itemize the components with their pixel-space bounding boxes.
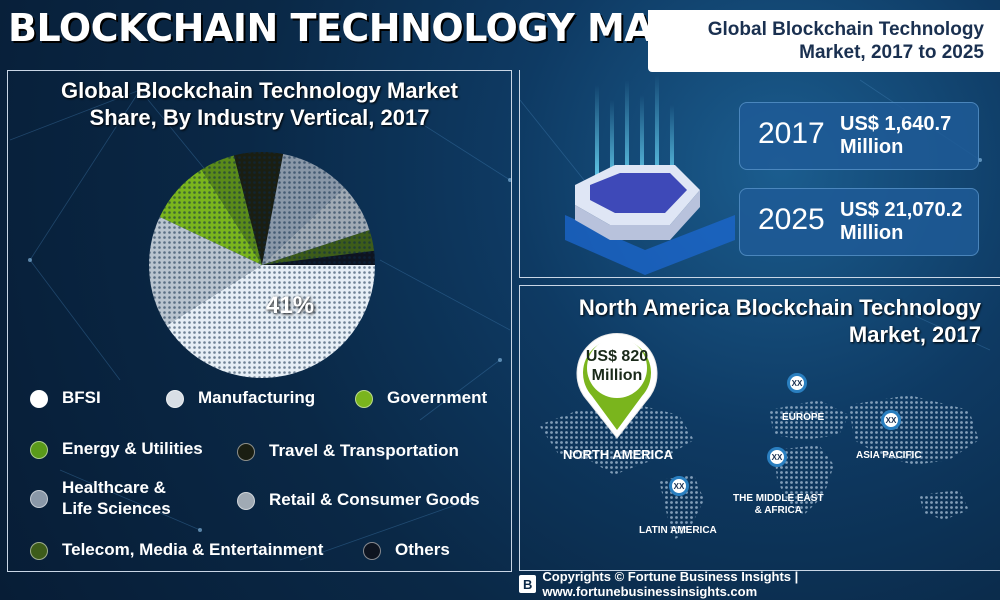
title-bar: BLOCKCHAIN TECHNOLOGY MARKET [0, 0, 762, 64]
big-pin-unit: Million [591, 367, 643, 384]
value-amount: US$ 21,070.2 Million [840, 199, 962, 245]
value-year: 2025 [758, 203, 825, 236]
legend-label: Energy & Utilities [62, 439, 203, 458]
legend-swatch [30, 490, 48, 508]
pie-title-line1: Global Blockchain Technology Market [61, 78, 458, 103]
pie-dot-overlay [149, 152, 375, 378]
legend-label: BFSI [62, 388, 101, 407]
region-latin-america: LATIN AMERICA [639, 525, 717, 536]
legend-item-retail: Retail & Consumer Goods [237, 489, 480, 510]
pin-latin-america: XX [669, 476, 689, 496]
legend-item-telecom: Telecom, Media & Entertainment [30, 539, 323, 560]
world-map [539, 395, 979, 540]
region-mea-line2: & AFRICA [754, 505, 802, 516]
legend-item-others: Others [363, 539, 450, 560]
pie-chart-panel: Global Blockchain Technology Market Shar… [7, 70, 512, 572]
value-box-2025: 2025 US$ 21,070.2 Million [739, 188, 979, 256]
legend-label: Travel & Transportation [269, 441, 459, 460]
copyright-text: Copyrights © Fortune Business Insights |… [542, 569, 799, 599]
growth-panel [519, 70, 1000, 278]
legend-item-energy-utilities: Energy & Utilities [30, 438, 203, 459]
north-america-big-pin [576, 333, 658, 439]
region-asia-pacific: ASIA PACIFIC [856, 450, 922, 461]
legend-swatch [30, 441, 48, 459]
region-mea-line1: THE MIDDLE EAST [733, 493, 824, 504]
region-north-america: NORTH AMERICA [563, 447, 674, 462]
legend-swatch [237, 492, 255, 510]
legend-swatch [30, 542, 48, 560]
legend-label: Retail & Consumer Goods [269, 490, 480, 509]
north-america-title: North America Blockchain Technology Mark… [579, 294, 981, 348]
legend-item-bfsi: BFSI [30, 387, 101, 408]
growth-title-line2: Market, 2017 to 2025 [799, 42, 984, 63]
pin-mea: XX [767, 447, 787, 467]
value-amount: US$ 1,640.7 Million [840, 113, 951, 159]
pie-chart [147, 150, 377, 380]
legend-label: Healthcare & Life Sciences [62, 478, 171, 518]
pin-europe: XX [787, 373, 807, 393]
footer: B Copyrights © Fortune Business Insights… [519, 569, 1000, 599]
legend-label: Others [395, 540, 450, 559]
fortune-logo-icon: B [519, 575, 537, 593]
na-title-line1: North America Blockchain Technology [578, 295, 981, 320]
pie-legend: BFSI Manufacturing Government Energy & U… [30, 383, 510, 583]
legend-swatch [363, 542, 381, 560]
legend-item-government: Government [355, 387, 487, 408]
pin-asia-pacific: XX [881, 410, 901, 430]
pie-svg [149, 152, 375, 378]
na-title-line2: Market, 2017 [848, 322, 981, 347]
pie-chart-title: Global Blockchain Technology Market Shar… [8, 77, 511, 131]
big-pin-label: US$ 820 Million [577, 347, 657, 385]
legend-label: Manufacturing [198, 388, 316, 407]
growth-header: Global Blockchain Technology Market, 201… [648, 10, 1000, 72]
region-europe: EUROPE [782, 412, 825, 423]
legend-swatch [355, 390, 373, 408]
region-mea: THE MIDDLE EAST & AFRICA [733, 493, 824, 517]
value-amount-line1: US$ 1,640.7 [840, 113, 952, 135]
legend-swatch [166, 390, 184, 408]
legend-swatch [237, 443, 255, 461]
legend-item-travel-transportation: Travel & Transportation [237, 440, 459, 461]
legend-item-manufacturing: Manufacturing [166, 387, 315, 408]
value-amount-line2: Million [840, 136, 904, 158]
growth-title-line1: Global Blockchain Technology [707, 19, 984, 40]
pie-highlight-label: 41% [266, 292, 315, 319]
legend-swatch [30, 390, 48, 408]
value-amount-line1: US$ 21,070.2 [840, 199, 963, 221]
big-pin-value: US$ 820 [585, 348, 649, 365]
pie-title-line2: Share, By Industry Vertical, 2017 [89, 105, 430, 130]
growth-title: Global Blockchain Technology Market, 201… [708, 18, 984, 64]
value-amount-line2: Million [840, 222, 904, 244]
legend-label: Telecom, Media & Entertainment [62, 540, 324, 559]
value-box-2017: 2017 US$ 1,640.7 Million [739, 102, 979, 170]
legend-item-healthcare: Healthcare & Life Sciences [30, 477, 171, 519]
legend-label: Government [387, 388, 488, 407]
blockchain-hexagon-icon [565, 75, 735, 275]
value-year: 2017 [758, 117, 825, 150]
north-america-panel: North America Blockchain Technology Mark… [519, 285, 1000, 571]
page-title: BLOCKCHAIN TECHNOLOGY MARKET [8, 6, 762, 50]
